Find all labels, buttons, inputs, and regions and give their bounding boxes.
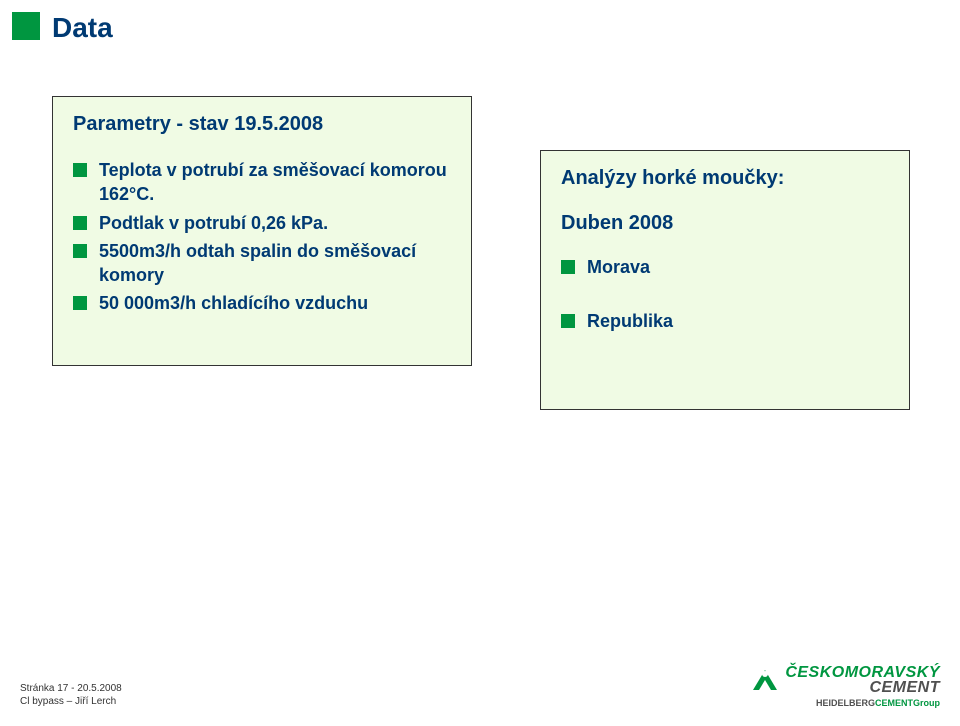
- company-logo: ČESKOMORAVSKÝ CEMENT HEIDELBERGCEMENTGro…: [749, 664, 940, 708]
- parameters-box: Parametry - stav 19.5.2008 Teplota v pot…: [52, 96, 472, 366]
- parameters-list: Teplota v potrubí za směšovací komorou 1…: [73, 158, 451, 316]
- logo-text: ČESKOMORAVSKÝ CEMENT: [785, 665, 940, 695]
- accent-square: [12, 12, 40, 40]
- list-item: Republika: [561, 309, 889, 333]
- logo-line-2: CEMENT: [785, 680, 940, 695]
- logo-main: ČESKOMORAVSKÝ CEMENT: [749, 664, 940, 696]
- list-item: Morava: [561, 255, 889, 279]
- logo-sub: HEIDELBERGCEMENTGroup: [749, 698, 940, 708]
- page-title: Data: [52, 12, 113, 44]
- logo-line-1: ČESKOMORAVSKÝ: [785, 665, 940, 680]
- logo-sub-grey: HEIDELBERG: [816, 698, 875, 708]
- logo-sub-green2: Group: [913, 698, 940, 708]
- footer-line-2: Cl bypass – Jiří Lerch: [20, 695, 122, 708]
- analysis-subheading: Duben 2008: [561, 212, 889, 235]
- parameters-heading: Parametry - stav 19.5.2008: [73, 113, 451, 136]
- footer-line-1: Stránka 17 - 20.5.2008: [20, 682, 122, 695]
- list-item: Podtlak v potrubí 0,26 kPa.: [73, 211, 451, 235]
- analysis-box: Analýzy horké moučky: Duben 2008 Morava …: [540, 150, 910, 410]
- analysis-heading: Analýzy horké moučky:: [561, 167, 889, 190]
- footer: Stránka 17 - 20.5.2008 Cl bypass – Jiří …: [20, 682, 122, 708]
- analysis-list: Morava Republika: [561, 255, 889, 334]
- logo-icon: [749, 664, 781, 696]
- list-item: 50 000m3/h chladícího vzduchu: [73, 291, 451, 315]
- list-item: Teplota v potrubí za směšovací komorou 1…: [73, 158, 451, 207]
- list-item: 5500m3/h odtah spalin do směšovací komor…: [73, 239, 451, 288]
- logo-sub-green1: CEMENT: [875, 698, 913, 708]
